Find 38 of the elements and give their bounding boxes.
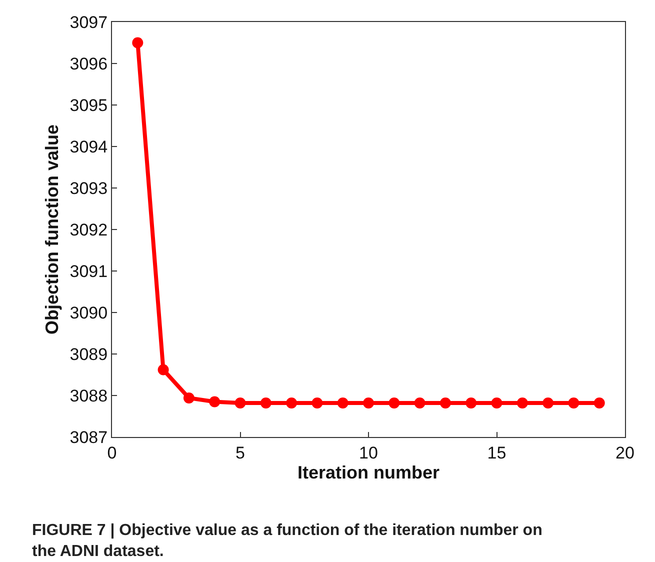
x-tick-label: 5 — [236, 443, 245, 462]
caption: FIGURE 7 | Objective value as a function of the iteration number on the ADNI dataset. — [32, 522, 542, 560]
y-tick-label: 3097 — [70, 12, 108, 32]
point — [516, 397, 528, 408]
y-tick-label: 3093 — [70, 178, 108, 198]
point — [158, 364, 169, 376]
x-axis-title: Iteration number — [297, 462, 440, 482]
y-tick-label: 3094 — [70, 137, 108, 156]
point — [363, 397, 374, 408]
point — [440, 397, 451, 408]
point — [491, 397, 502, 408]
point — [234, 397, 246, 408]
x-tick-label: 0 — [107, 443, 117, 462]
y-axis-title: Objection function value — [42, 124, 62, 335]
point — [183, 392, 194, 404]
y-tick-label: 3096 — [70, 54, 108, 74]
point — [337, 397, 348, 408]
y-tick-label: 3091 — [70, 262, 108, 281]
point — [260, 397, 272, 408]
y-tick-label: 3089 — [70, 344, 108, 364]
y-tick-label: 3088 — [70, 386, 108, 406]
y-tick-label: 3087 — [70, 428, 108, 447]
x-tick-label: 15 — [487, 443, 506, 462]
y-tick-label: 3092 — [70, 220, 108, 240]
y-tick-label: 3090 — [70, 303, 108, 322]
y-tick-label: 3095 — [70, 96, 108, 115]
point — [542, 397, 554, 408]
x-tick-label: 20 — [616, 443, 634, 462]
point — [594, 397, 605, 408]
point — [414, 397, 426, 408]
point — [568, 397, 580, 408]
point — [286, 397, 298, 408]
point — [388, 397, 400, 408]
point — [209, 396, 220, 408]
point — [132, 37, 144, 48]
point — [466, 397, 477, 408]
point — [312, 397, 323, 408]
x-tick-label: 10 — [359, 443, 378, 462]
